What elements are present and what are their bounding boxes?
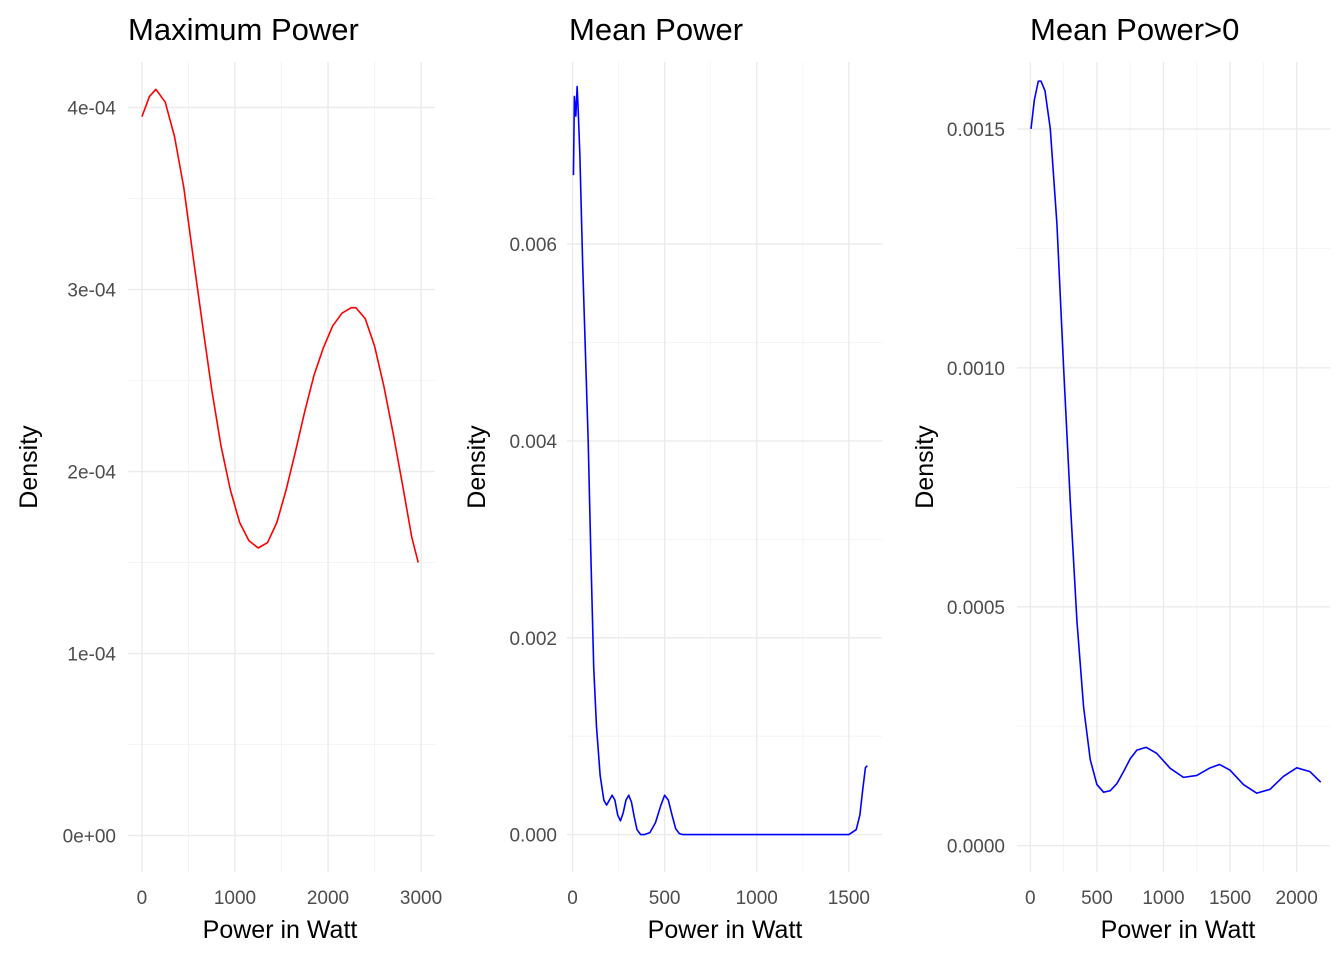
x-tick-label: 1000: [736, 888, 778, 909]
chart-title: Mean Power>0: [1030, 12, 1239, 47]
chart-title: Mean Power: [569, 12, 743, 47]
y-tick-label: 0.0000: [947, 837, 1005, 858]
y-tick-label: 0.004: [509, 432, 557, 453]
density-line: [141, 88, 420, 563]
panel-mean-power-positive: 0 500 1000 1500 2000 0.0000 0.0005 0.0010 0.0015…: [911, 12, 1330, 944]
y-tick-label: 0.0010: [947, 359, 1005, 380]
y-tick-label: 0e+00: [63, 827, 116, 848]
y-tick-label: 0.002: [509, 629, 557, 650]
x-tick-label: 2000: [307, 888, 349, 909]
density-line: [1030, 80, 1322, 794]
y-axis-title: Density: [463, 425, 491, 509]
x-tick-label: 3000: [400, 888, 442, 909]
panel-maximum-power: 0 1000 2000 3000 0e+00 1e-04 2e-04 3e-04 4e-04 Ma…: [15, 12, 442, 944]
x-tick-label: 1500: [1209, 888, 1251, 909]
x-tick-label: 1000: [1142, 888, 1184, 909]
y-tick-label: 0.000: [509, 826, 557, 847]
panel-mean-power: 0 500 1000 1500 0.000 0.002 0.004 0.006 Mean Pow…: [463, 12, 882, 944]
y-tick-label: 0.0015: [947, 120, 1005, 141]
x-tick-label: 2000: [1276, 888, 1318, 909]
y-axis-title: Density: [911, 425, 939, 509]
x-axis-title: Power in Watt: [1101, 916, 1256, 944]
x-tick-label: 0: [1025, 888, 1036, 909]
x-tick-label: 500: [649, 888, 681, 909]
chart-title: Maximum Power: [128, 12, 359, 47]
y-tick-label: 0.0005: [947, 598, 1005, 619]
y-tick-label: 4e-04: [67, 99, 116, 120]
y-tick-label: 1e-04: [67, 645, 116, 666]
x-tick-label: 1000: [214, 888, 256, 909]
y-tick-label: 3e-04: [67, 281, 116, 302]
density-line: [572, 85, 868, 836]
x-tick-label: 0: [137, 888, 148, 909]
y-axis-title: Density: [15, 425, 43, 509]
x-axis-title: Power in Watt: [648, 916, 803, 944]
x-axis-title: Power in Watt: [203, 916, 358, 944]
x-tick-label: 1500: [828, 888, 870, 909]
x-tick-label: 0: [567, 888, 578, 909]
y-tick-label: 0.006: [509, 235, 557, 256]
y-tick-label: 2e-04: [67, 463, 116, 484]
x-tick-label: 500: [1081, 888, 1113, 909]
